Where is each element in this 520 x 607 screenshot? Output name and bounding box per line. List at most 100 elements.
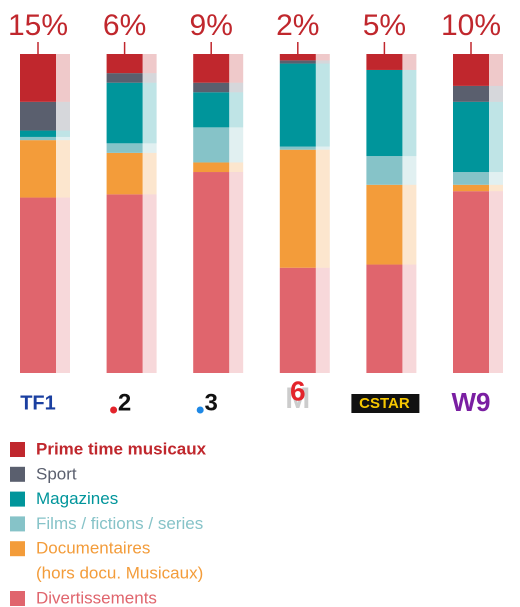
bar-segment [193, 82, 230, 93]
bar-segment [279, 60, 316, 64]
legend-swatch [10, 466, 25, 482]
legend-label: Films / fictions / series [36, 514, 203, 533]
bar-shadow [489, 172, 503, 185]
bar-segment [193, 54, 230, 83]
bar-shadow [56, 101, 70, 131]
bar-segment [20, 140, 56, 198]
bar-shadow [229, 127, 244, 163]
bar-shadow [142, 194, 157, 373]
bar-shadow [142, 54, 157, 74]
bar-segment [279, 54, 316, 61]
logo: 2 [118, 389, 131, 416]
bar-segment [366, 184, 403, 265]
bar-segment [106, 143, 143, 153]
bar-shadow [56, 140, 70, 198]
logo-m: M [285, 382, 310, 415]
legend-swatch [10, 491, 25, 507]
bar-segment [106, 152, 143, 195]
bar-segment [453, 101, 489, 173]
logo-dot [110, 406, 118, 414]
bar-segment [106, 82, 143, 144]
bar-segment [106, 194, 143, 373]
bar-segment [279, 267, 316, 373]
bar-shadow [56, 197, 70, 373]
legend-swatch [10, 541, 25, 557]
bar-shadow [142, 143, 157, 153]
bar-shadow [489, 54, 503, 86]
bar-shadow [56, 130, 70, 137]
legend-swatch [10, 442, 25, 457]
bar-shadow [229, 92, 244, 128]
bar-segment [193, 92, 230, 128]
legend-label: Magazines [36, 489, 118, 508]
legend-label: Divertissements [36, 588, 157, 607]
value-label: 15% [8, 9, 68, 42]
bar-shadow [229, 54, 244, 83]
bar-segment [193, 127, 230, 163]
value-label: 10% [441, 9, 501, 42]
bar-shadow [315, 54, 330, 61]
legend-label: Documentaires [36, 539, 150, 558]
bar-shadow [315, 267, 330, 373]
bar-segment [453, 54, 489, 86]
value-label: 6% [103, 9, 146, 42]
bar-shadow [402, 54, 417, 70]
bar-segment [20, 197, 56, 373]
value-label: 5% [363, 9, 406, 42]
bar-segment [366, 54, 403, 70]
bar-shadow [229, 82, 244, 93]
logo-dot [196, 406, 204, 414]
bar-segment [366, 156, 403, 185]
bar-segment [453, 172, 489, 185]
bar-shadow [315, 63, 330, 147]
logo: TF1 [20, 392, 56, 414]
legend-note: (hors docu. Musicaux) [36, 564, 203, 583]
bar-shadow [315, 146, 330, 150]
bar-shadow [142, 73, 157, 83]
logo-box [351, 394, 420, 413]
bar-shadow [402, 69, 417, 157]
bar-shadow [142, 82, 157, 144]
bar-segment [20, 54, 56, 102]
bar-segment [453, 191, 489, 373]
bar-segment [279, 63, 316, 147]
bar-shadow [402, 156, 417, 185]
bar-segment [193, 162, 230, 173]
logo: 3 [205, 389, 218, 416]
bar-segment [453, 184, 489, 192]
bar-shadow [56, 136, 70, 141]
bar-shadow [229, 162, 244, 173]
bar-segment [193, 172, 230, 373]
value-label: 2% [276, 9, 319, 42]
bar-segment [366, 69, 403, 157]
bar-shadow [489, 101, 503, 173]
bar-shadow [489, 85, 503, 102]
bar-segment [20, 101, 56, 131]
legend-swatch [10, 516, 25, 532]
bar-shadow [402, 184, 417, 265]
bar-segment [106, 73, 143, 83]
legend-swatch [10, 591, 25, 606]
value-label: 9% [190, 9, 233, 42]
bar-shadow [56, 54, 70, 102]
logo: CSTAR [359, 395, 410, 412]
logo: 6 [290, 375, 306, 406]
bar-segment [279, 149, 316, 268]
bar-shadow [315, 60, 330, 64]
bar-segment [279, 146, 316, 150]
bar-segment [453, 85, 489, 102]
bar-segment [20, 136, 56, 141]
logo: W9 [452, 387, 491, 417]
legend-label: Sport [36, 464, 77, 483]
bar-segment [20, 130, 56, 137]
bar-shadow [489, 184, 503, 192]
bar-segment [366, 264, 403, 373]
bar-shadow [315, 149, 330, 268]
bar-shadow [229, 172, 244, 373]
legend-label: Prime time musicaux [36, 439, 207, 458]
bar-shadow [402, 264, 417, 373]
bar-shadow [142, 152, 157, 195]
bar-shadow [489, 191, 503, 373]
bar-segment [106, 54, 143, 74]
